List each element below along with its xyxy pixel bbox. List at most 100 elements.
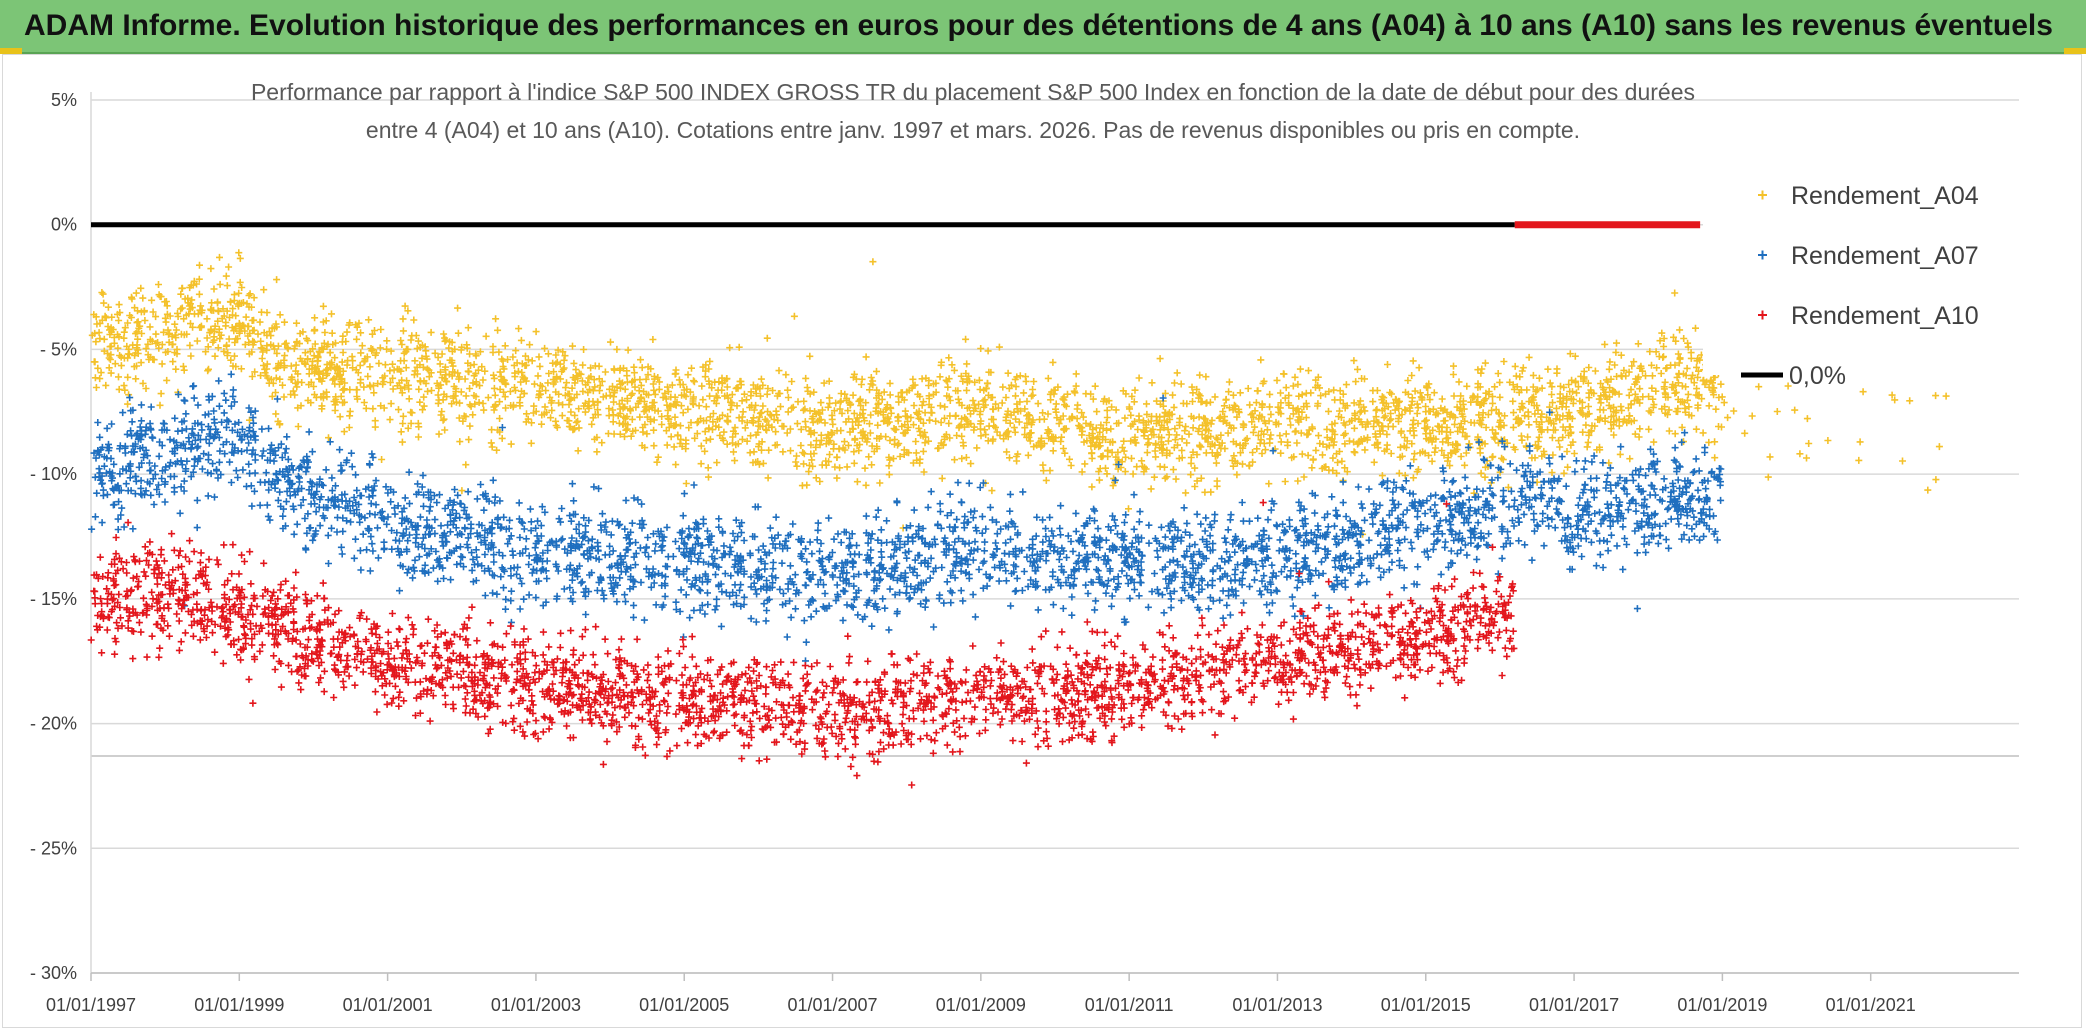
data-point — [133, 362, 140, 370]
data-point — [1596, 406, 1604, 414]
data-point — [223, 307, 231, 315]
data-point — [1122, 390, 1130, 398]
data-point — [215, 458, 223, 466]
data-point — [1044, 410, 1052, 418]
data-point — [704, 464, 712, 472]
data-point — [812, 437, 820, 445]
data-point — [883, 517, 891, 525]
data-point — [386, 379, 394, 386]
data-point — [1229, 391, 1237, 399]
banner-corner-left — [0, 48, 22, 54]
data-point — [115, 373, 122, 381]
data-point — [859, 434, 866, 442]
data-point — [214, 317, 222, 325]
data-point — [115, 317, 123, 324]
data-point — [408, 409, 416, 417]
data-point — [1477, 469, 1485, 477]
data-point — [1484, 411, 1492, 419]
data-point — [1574, 501, 1582, 509]
data-point — [567, 395, 575, 403]
data-point — [1273, 376, 1281, 384]
data-point — [1340, 431, 1348, 439]
data-point — [570, 394, 578, 402]
data-point — [1134, 426, 1142, 433]
data-point — [618, 396, 626, 404]
data-point — [1619, 565, 1627, 573]
data-point — [1505, 503, 1513, 511]
data-point — [971, 538, 979, 546]
data-point — [1169, 391, 1177, 399]
data-point — [121, 324, 129, 332]
data-point — [998, 399, 1006, 407]
data-point — [747, 432, 755, 440]
data-point — [1002, 577, 1010, 585]
data-point — [690, 377, 697, 385]
data-point — [1229, 462, 1237, 470]
data-point — [1460, 405, 1468, 413]
data-point — [399, 327, 407, 335]
data-point — [1516, 373, 1524, 381]
data-point — [568, 384, 576, 392]
data-point — [1200, 414, 1208, 422]
data-point — [817, 399, 825, 407]
data-point — [1316, 384, 1323, 392]
data-point — [1649, 372, 1656, 380]
data-point — [442, 336, 450, 344]
data-point — [389, 385, 397, 393]
data-point — [215, 377, 223, 385]
data-point — [257, 344, 265, 352]
data-point — [1724, 414, 1732, 422]
data-point — [701, 428, 709, 436]
data-point — [1337, 414, 1345, 421]
data-point — [1627, 418, 1635, 426]
data-point — [1411, 450, 1418, 458]
data-point — [1036, 416, 1044, 423]
data-point — [431, 516, 439, 524]
data-point — [339, 399, 347, 407]
data-point — [1249, 410, 1256, 417]
data-point — [1013, 457, 1021, 465]
data-point — [1510, 409, 1517, 417]
data-point — [953, 515, 961, 523]
data-point — [1297, 429, 1305, 437]
data-point — [389, 374, 397, 382]
data-point — [1315, 432, 1322, 440]
data-point — [613, 345, 621, 353]
data-point — [1341, 440, 1349, 448]
data-point — [1402, 477, 1410, 485]
data-point — [640, 398, 648, 405]
data-point — [438, 374, 446, 382]
data-point — [137, 401, 145, 409]
data-point — [203, 315, 211, 323]
data-point — [282, 445, 290, 453]
data-point — [1183, 400, 1191, 408]
data-point — [104, 349, 111, 357]
data-point — [527, 439, 535, 447]
data-point — [1584, 438, 1592, 446]
data-point — [1658, 405, 1666, 413]
data-point — [548, 406, 556, 414]
data-point — [488, 426, 496, 434]
data-point — [1470, 489, 1478, 497]
data-point — [1899, 457, 1906, 465]
data-point — [461, 375, 469, 383]
data-point — [1607, 425, 1615, 433]
data-point — [1687, 354, 1695, 362]
data-point — [371, 327, 378, 334]
data-point — [654, 453, 662, 461]
data-point — [378, 456, 386, 463]
data-point — [328, 474, 336, 482]
data-point — [1135, 374, 1143, 382]
data-point — [348, 353, 356, 361]
data-point — [981, 426, 989, 434]
data-point — [1161, 474, 1169, 482]
data-point — [448, 400, 456, 408]
data-point — [932, 417, 940, 425]
data-point — [1617, 351, 1625, 359]
data-point — [978, 513, 986, 521]
data-point — [205, 365, 212, 373]
data-point — [622, 426, 630, 434]
data-point — [1188, 383, 1196, 391]
data-point — [1081, 460, 1089, 468]
data-point — [642, 375, 650, 383]
